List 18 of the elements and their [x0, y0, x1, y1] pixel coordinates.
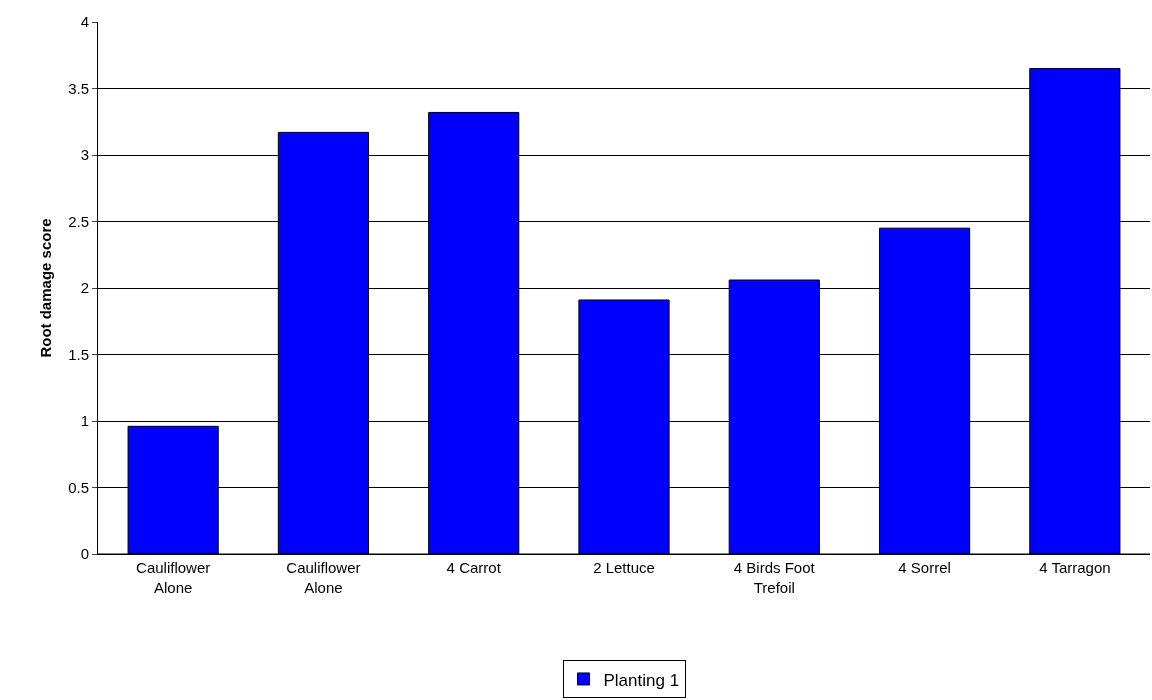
- y-tick-label: 3: [80, 146, 89, 164]
- x-tick-label: 4 Carrot: [446, 559, 502, 576]
- y-tick-label: 2: [80, 279, 89, 297]
- y-tick-label: 2.5: [68, 212, 89, 230]
- x-tick-label: 4 Tarragon: [1039, 559, 1111, 576]
- y-tick-label: 1: [80, 412, 89, 430]
- y-tick-label: 0: [80, 545, 89, 563]
- y-tick-label: 1.5: [68, 345, 89, 363]
- x-tick-label: 4 Sorrel: [898, 559, 951, 576]
- legend-label: Planting 1: [603, 670, 680, 690]
- y-tick-label: 3.5: [68, 79, 89, 97]
- x-tick-label: 4 Birds Foot Trefoil: [733, 559, 816, 596]
- x-tick-label: Cauliflower Alone: [286, 559, 361, 596]
- y-tick-label: 4: [80, 13, 89, 31]
- y-tick-label: 0.5: [68, 478, 89, 496]
- x-tick-label: Cauliflower Alone: [136, 559, 211, 596]
- y-axis-title: Root damage score: [37, 218, 55, 358]
- x-tick-label: 2 Lettuce: [593, 559, 655, 576]
